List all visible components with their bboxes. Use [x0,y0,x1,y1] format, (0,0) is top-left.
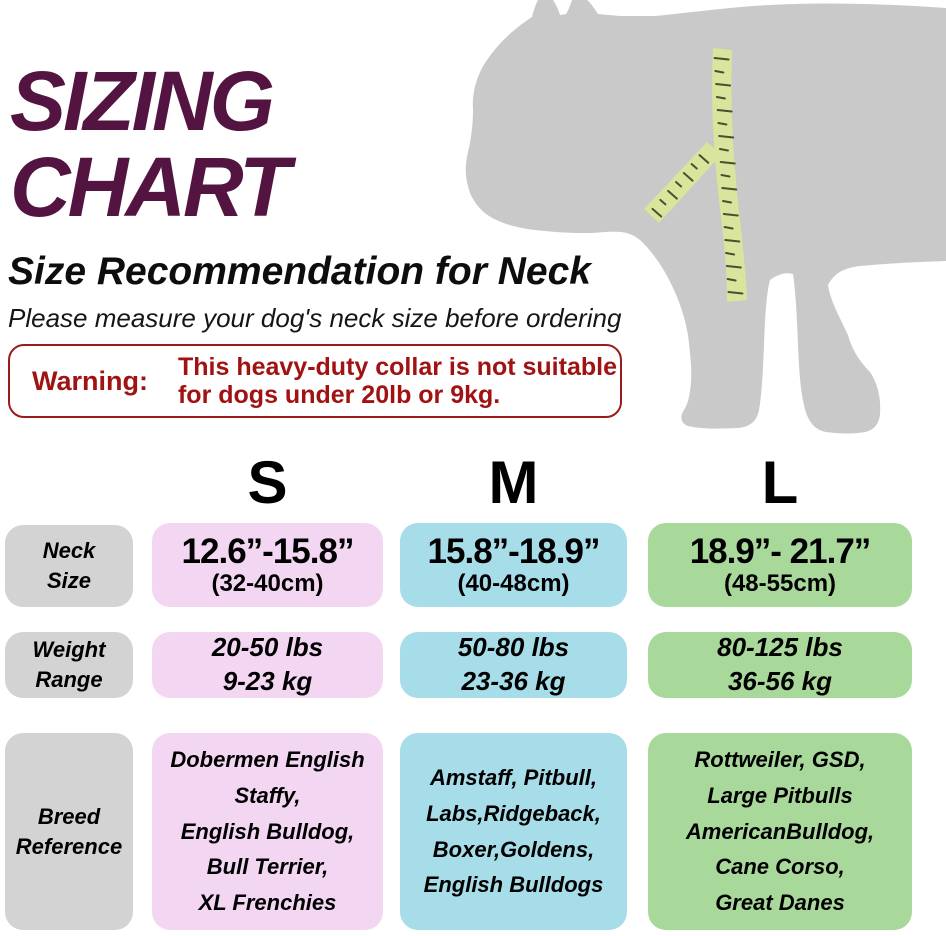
column-header-l: L [761,449,799,516]
measuring-tape-vertical [712,48,747,302]
warning-box: Warning: This heavy-duty collar is not s… [8,344,622,418]
row-label-breed-reference: Breed Reference [5,733,133,930]
dog-silhouette-image [465,0,946,434]
breed-reference-cell-s: Dobermen English Staffy, English Bulldog… [152,733,383,930]
weight-range-cell-l: 80-125 lbs 36-56 kg [648,632,912,698]
dog-body-shape [465,0,946,434]
measure-note: Please measure your dog's neck size befo… [8,303,622,333]
warning-label: Warning: [32,365,148,396]
column-header-m: M [488,449,539,516]
weight-range-cell-m: 50-80 lbs 23-36 kg [400,632,627,698]
page-title: SIZING CHART [10,54,290,234]
measuring-tape-ticks [651,57,744,295]
row-label-neck-size: Neck Size [5,525,133,607]
neck-size-cm-s: (32-40cm) [211,569,324,597]
breed-reference-cell-l: Rottweiler, GSD, Large Pitbulls American… [648,733,912,930]
breed-reference-cell-m: Amstaff, Pitbull, Labs,Ridgeback, Boxer,… [400,733,627,930]
row-label-weight-range: Weight Range [5,632,133,698]
subtitle: Size Recommendation for Neck [8,250,591,293]
neck-size-inches-l: 18.9”- 21.7” [689,531,872,571]
neck-size-cm-m: (40-48cm) [457,569,570,597]
weight-range-cell-s: 20-50 lbs 9-23 kg [152,632,383,698]
neck-size-cell-l: 18.9”- 21.7” (48-55cm) [648,523,912,607]
column-header-s: S [247,449,288,516]
warning-text: This heavy-duty collar is not suitable f… [177,353,617,409]
neck-size-inches-s: 12.6”-15.8” [181,531,355,571]
neck-size-cell-m: 15.8”-18.9” (40-48cm) [400,523,627,607]
neck-size-inches-m: 15.8”-18.9” [427,531,601,571]
neck-size-cell-s: 12.6”-15.8” (32-40cm) [152,523,383,607]
neck-size-cm-l: (48-55cm) [723,569,837,597]
